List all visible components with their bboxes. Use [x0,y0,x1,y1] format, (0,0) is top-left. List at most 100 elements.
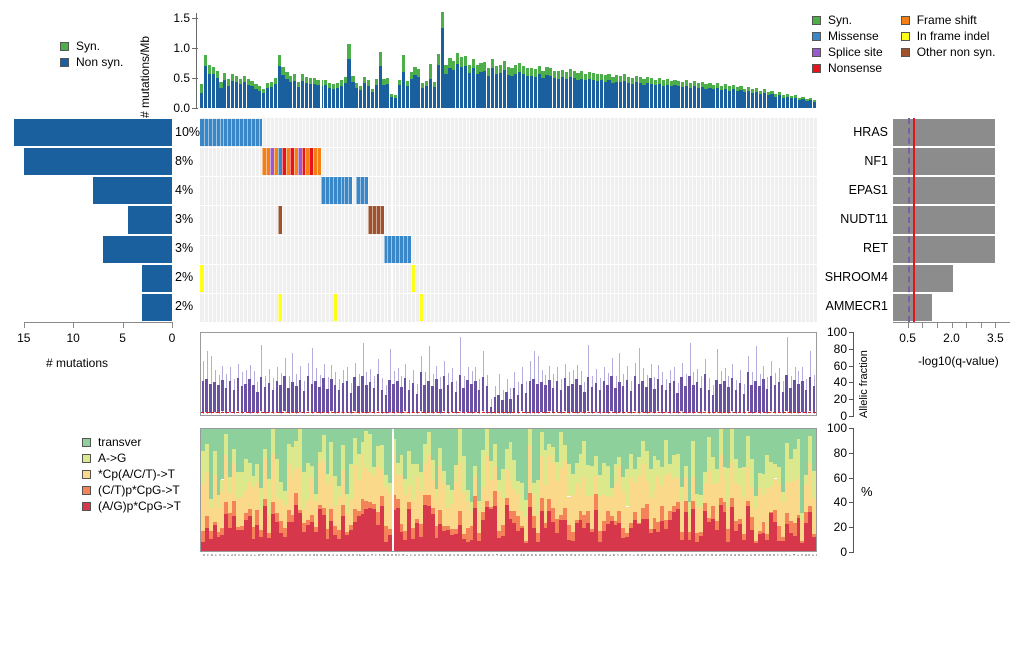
oncoprint-cell-ammecr1-inframe[interactable] [332,293,337,321]
rate-bar [335,83,339,108]
oncoprint-cell-divider [699,118,701,322]
oncoprint-cell-divider [391,118,392,322]
allelic-box [423,384,426,413]
allelic-box [781,392,785,414]
spectrum-segment [555,461,560,482]
rate-bar [413,67,417,108]
oncoprint-cell-nf1-nonsense[interactable] [289,148,294,176]
oncoprint-cell-nudt11-other[interactable] [278,206,282,234]
allelic-box [485,386,489,413]
oncoprint-cell-ammecr1-inframe[interactable] [418,293,423,321]
spectrum-segment [543,485,548,524]
oncoprint-cell-shroom4-inframe[interactable] [410,264,415,292]
oncoprint-cell-nf1-frameshift[interactable] [274,148,279,176]
allelic-baseline [201,412,816,413]
rate-bar-nonsyn [413,75,417,108]
oncoprint-cell-nf1-splice[interactable] [297,148,302,176]
rate-bar [619,76,623,108]
oncoprint-cell-shroom4-inframe[interactable] [200,264,204,292]
spectrum-segment [216,494,221,509]
oncoprint-cell-divider [344,118,346,322]
rate-bar-syn [560,69,565,78]
oncoprint-grid[interactable] [200,118,817,322]
qvalue-xtick-label: 3.5 [987,331,1004,345]
legend-spectrum-label: (A/G)p*CpG->T [98,499,182,513]
rate-bar-nonsyn [304,83,308,108]
spectrum-segment [407,486,412,503]
allelic-box [287,387,290,413]
oncoprint-cell-divider [625,118,627,322]
oncoprint-cell-nf1-frameshift[interactable] [305,148,310,176]
rate-bar-syn [626,76,631,83]
spectrum-segment [527,429,533,446]
oncoprint-cell-ret-missense[interactable] [383,235,411,263]
spectrum-segment [352,521,358,551]
oncoprint-cell-nf1-nonsense[interactable] [309,148,314,176]
spectrum-segment [473,495,478,509]
oncoprint-cell-ammecr1-inframe[interactable] [278,293,282,321]
rate-bar-nonsyn [432,87,436,108]
spectrum-segment [648,529,653,533]
spectrum-segment [395,507,400,551]
spectrum-segment [555,481,560,519]
spectrum-segment [551,508,556,523]
rate-bar-syn [331,84,336,89]
spectrum-segment [403,429,408,480]
spectrum-segment [500,468,505,498]
spectrum-segment [683,500,688,512]
oncoprint-cell-nf1-nonsense[interactable] [282,148,286,176]
rate-bar [696,83,700,108]
oncoprint-cell-nf1-missense[interactable] [278,148,282,176]
spectrum-segment [496,538,502,551]
allelic-fraction-yaxis: 0 20 40 60 80 100 [820,325,854,423]
rate-bar [685,80,689,108]
spectrum-segment [808,463,813,507]
spectrum-segment [251,486,256,528]
spectrum-segment [582,514,587,528]
spectrum-segment [481,519,486,551]
rate-bar-nonsyn [382,84,386,108]
rate-bar-nonsyn [673,85,677,108]
oncoprint-cell-nf1-frameshift[interactable] [285,148,290,176]
spectrum-segment [348,463,354,500]
rate-bar-nonsyn [297,87,301,108]
spectrum-segment [769,487,774,512]
rate-bar-syn [394,95,398,98]
spectrum-segment [543,429,548,450]
spectrum-segment [337,429,342,487]
gene-label-nudt11: NUDT11 [840,212,888,226]
rate-bar [514,65,518,108]
rate-bar-nonsyn [320,85,324,108]
oncoprint-cell-divider [239,118,240,322]
rate-bar-nonsyn [758,94,762,108]
oncoprint-cell-epas1-missense[interactable] [356,177,368,205]
spectrum-segment [551,429,556,448]
oncoprint-cell-nf1-frameshift[interactable] [266,148,271,176]
spectrum-segment [216,429,221,495]
spectrum-segment [224,502,229,515]
oncoprint-cell-nf1-nonsense[interactable] [301,148,306,176]
spectrum-ytick [849,428,854,429]
allelic-box [649,378,652,412]
spectrum-segment [582,477,587,515]
oncoprint-cell-nf1-frameshift[interactable] [293,148,298,176]
oncoprint-cell-divider [641,118,642,322]
spectrum-segment [274,522,280,551]
spectrum-segment [422,429,428,444]
spectrum-segment [699,494,704,507]
oncoprint-cell-epas1-missense[interactable] [321,177,353,205]
spectrum-segment [274,498,280,513]
spectrum-segment [769,461,774,488]
rate-bar [452,60,456,108]
rate-bar-nonsyn [452,70,456,108]
oncoprint-cell-nf1-frameshift[interactable] [262,148,267,176]
spectrum-segment [582,429,587,441]
spectrum-segment [216,536,221,551]
oncoprint-cell-nudt11-other[interactable] [367,206,384,234]
spectrum-segment [738,484,743,519]
spectrum-segment [434,489,439,499]
spectrum-segment [473,465,478,476]
oncoprint-cell-nf1-splice[interactable] [270,148,275,176]
spectrum-segment [633,429,638,470]
spectrum-segment [520,429,525,484]
